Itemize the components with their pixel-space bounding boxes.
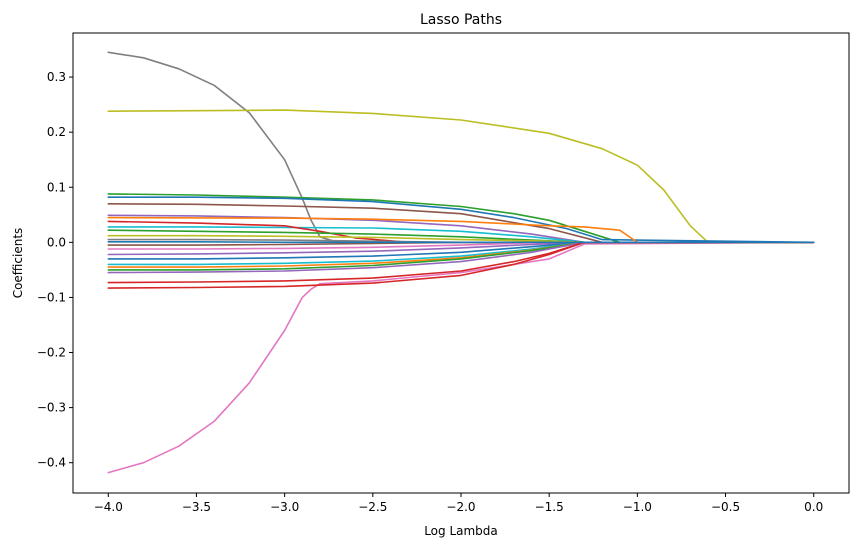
coefficient-path-6 xyxy=(107,203,815,244)
coefficient-path-4 xyxy=(107,193,815,244)
x-tick-label: −2.0 xyxy=(446,500,475,514)
x-tick-label: 0.0 xyxy=(804,500,823,514)
x-axis: −4.0 −3.5 −3.0 −2.5 −2.0 −1.5 −1.0 −0.5 0.0 xyxy=(94,493,823,514)
y-tick-label: 0.2 xyxy=(47,125,66,139)
y-axis: −0.4 −0.3 −0.2 −0.1 0.0 0.1 0.2 0.3 xyxy=(37,70,73,470)
x-tick-label: −1.0 xyxy=(623,500,652,514)
x-axis-label: Log Lambda xyxy=(424,524,498,538)
y-tick-label: 0.0 xyxy=(47,235,66,249)
coefficient-path-7 xyxy=(107,214,815,244)
x-tick-label: −2.5 xyxy=(358,500,387,514)
y-tick-label: −0.2 xyxy=(37,346,66,360)
coefficient-path-3 xyxy=(107,109,815,244)
coefficient-path-21 xyxy=(107,241,815,274)
y-tick-label: −0.1 xyxy=(37,290,66,304)
coefficient-path-5 xyxy=(107,196,815,244)
coefficient-path-19 xyxy=(107,241,815,268)
plot-area xyxy=(107,51,815,474)
coefficient-path-24 xyxy=(107,241,815,244)
coefficient-path-23 xyxy=(107,241,815,289)
y-tick-label: −0.3 xyxy=(37,401,66,415)
chart-title: Lasso Paths xyxy=(420,12,502,28)
x-tick-label: −0.5 xyxy=(711,500,740,514)
y-tick-label: 0.3 xyxy=(47,70,66,84)
y-tick-label: −0.4 xyxy=(37,456,66,470)
y-tick-label: 0.1 xyxy=(47,180,66,194)
x-tick-label: −1.5 xyxy=(535,500,564,514)
x-tick-label: −3.5 xyxy=(182,500,211,514)
axes-frame xyxy=(72,32,850,494)
y-axis-label: Coefficients xyxy=(11,228,25,299)
x-tick-label: −3.0 xyxy=(270,500,299,514)
coefficient-path-8 xyxy=(107,216,815,244)
x-tick-label: −4.0 xyxy=(94,500,123,514)
coefficient-path-2 xyxy=(107,241,815,474)
